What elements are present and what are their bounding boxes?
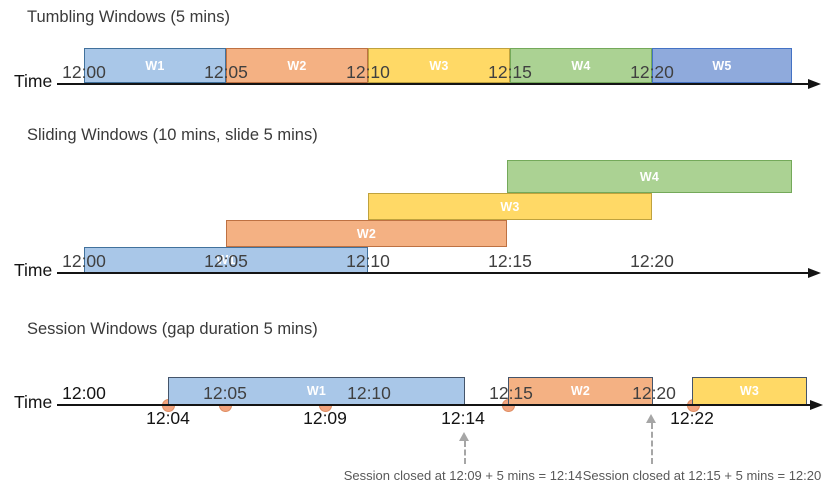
section-title: Sliding Windows (10 mins, slide 5 mins) bbox=[27, 126, 318, 144]
window-label: W1 bbox=[145, 58, 165, 73]
timeline-axis bbox=[57, 404, 810, 406]
tick-label: 12:10 bbox=[346, 251, 390, 271]
window-label: W4 bbox=[571, 58, 591, 73]
tick-label: 12:10 bbox=[346, 62, 390, 82]
window-box-w3: W3 bbox=[368, 48, 510, 83]
window-label: W3 bbox=[739, 384, 760, 398]
tick-label: 12:10 bbox=[347, 383, 391, 403]
window-label: W2 bbox=[287, 58, 307, 73]
time-axis-label: Time bbox=[14, 71, 53, 91]
window-label: W2 bbox=[570, 384, 591, 398]
window-label: W1 bbox=[216, 253, 236, 267]
event-time-label: 12:04 bbox=[146, 408, 190, 428]
window-box-w3: W3 bbox=[692, 377, 807, 405]
tick-label: 12:20 bbox=[632, 383, 676, 403]
window-label: W2 bbox=[356, 226, 377, 241]
window-label: W5 bbox=[712, 58, 732, 73]
tick-label: 12:00 bbox=[62, 251, 106, 271]
window-box-w2: W2 bbox=[226, 220, 507, 247]
section-title: Session Windows (gap duration 5 mins) bbox=[27, 320, 318, 338]
tick-label: 12:00 bbox=[62, 62, 106, 82]
section-title: Tumbling Windows (5 mins) bbox=[27, 8, 230, 26]
window-box-w2: W2 bbox=[508, 377, 653, 405]
timeline-axis bbox=[57, 83, 808, 85]
window-box-w1: W1 bbox=[84, 48, 226, 83]
window-box-w3: W3 bbox=[368, 193, 652, 220]
window-label: W3 bbox=[500, 199, 520, 214]
window-box-w5: W5 bbox=[652, 48, 792, 83]
tick-label: 12:20 bbox=[630, 62, 674, 82]
window-box-w4: W4 bbox=[510, 48, 652, 83]
closure-arrow-icon bbox=[646, 414, 656, 423]
tick-label: 12:15 bbox=[488, 62, 532, 82]
tick-label: 12:15 bbox=[489, 383, 533, 403]
tick-label: 12:15 bbox=[488, 251, 532, 271]
time-axis-label: Time bbox=[14, 260, 53, 280]
tick-label: 12:20 bbox=[630, 251, 674, 271]
axis-arrowhead-icon bbox=[808, 78, 821, 89]
annotation-text: Session closed at 12:09 + 5 mins = 12:14 bbox=[343, 468, 583, 483]
closure-arrow-icon bbox=[459, 432, 469, 441]
event-time-label: 12:09 bbox=[303, 408, 347, 428]
window-box-w1: W1 bbox=[168, 377, 465, 405]
window-label: W1 bbox=[306, 384, 327, 398]
tick-label: 12:05 bbox=[204, 251, 248, 271]
window-label: W3 bbox=[429, 58, 449, 73]
tick-label: 12:05 bbox=[203, 383, 247, 403]
tick-label: 12:00 bbox=[62, 383, 106, 403]
axis-arrowhead-icon bbox=[810, 399, 823, 410]
window-label: W4 bbox=[639, 169, 660, 184]
window-box-w4: W4 bbox=[507, 160, 792, 193]
closure-arrow bbox=[651, 423, 653, 464]
window-box-w2: W2 bbox=[226, 48, 368, 83]
closure-arrow bbox=[464, 441, 466, 464]
window-box-w1: W1 bbox=[84, 247, 368, 273]
time-axis-label: Time bbox=[14, 392, 53, 412]
annotation-text: Session closed at 12:15 + 5 mins = 12:20 bbox=[582, 468, 822, 483]
timeline-axis bbox=[57, 272, 808, 274]
axis-arrowhead-icon bbox=[808, 267, 821, 278]
event-time-label: 12:14 bbox=[441, 408, 485, 428]
tick-label: 12:05 bbox=[204, 62, 248, 82]
event-time-label: 12:22 bbox=[670, 408, 714, 428]
